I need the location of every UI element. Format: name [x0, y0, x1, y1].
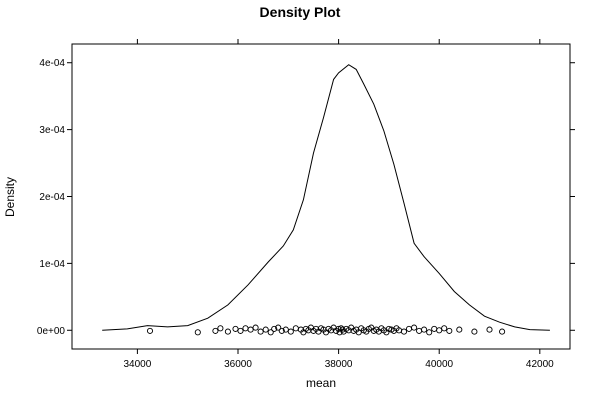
y-axis-label: Density — [3, 177, 17, 217]
data-point — [436, 327, 443, 334]
y-tick-label: 0e+00 — [37, 326, 66, 337]
data-point — [421, 326, 428, 333]
data-point — [456, 326, 463, 333]
data-point — [237, 327, 244, 334]
x-tick-label: 38000 — [325, 359, 353, 370]
data-point — [257, 328, 264, 335]
data-point — [282, 326, 289, 333]
y-tick-label: 4e-04 — [39, 58, 65, 69]
data-point — [232, 325, 239, 332]
data-point — [411, 324, 418, 331]
y-tick-label: 2e-04 — [39, 192, 65, 203]
data-point — [278, 327, 285, 334]
plot-frame — [71, 43, 571, 350]
data-point — [416, 327, 423, 334]
data-point — [224, 328, 231, 335]
y-tick-label: 3e-04 — [39, 125, 65, 136]
density-curve — [102, 64, 550, 331]
data-point — [400, 328, 408, 335]
data-point — [385, 325, 392, 332]
data-point — [405, 325, 413, 332]
data-point — [441, 325, 448, 332]
data-point — [262, 326, 269, 333]
x-tick-label: 34000 — [123, 359, 151, 370]
data-point — [217, 325, 224, 332]
y-tick-label: 1e-04 — [39, 259, 65, 270]
data-point — [471, 328, 478, 335]
data-point — [242, 325, 249, 332]
data-point — [292, 325, 299, 332]
x-axis: 34000 36000 38000 40000 42000 — [123, 39, 554, 370]
data-point — [335, 325, 342, 332]
data-point — [212, 327, 219, 334]
data-point — [146, 327, 154, 334]
data-point — [446, 327, 453, 334]
data-point — [275, 324, 282, 331]
data-point — [247, 326, 254, 333]
x-tick-label: 36000 — [224, 359, 252, 370]
data-point — [499, 328, 506, 335]
x-tick-label: 42000 — [526, 359, 554, 370]
data-point — [252, 324, 259, 331]
x-axis-label: mean — [306, 376, 336, 390]
data-point — [271, 325, 278, 332]
data-point — [287, 328, 294, 335]
chart-title: Density Plot — [260, 4, 341, 20]
y-axis: 0e+00 1e-04 2e-04 3e-04 4e-04 — [37, 58, 575, 337]
data-point — [426, 329, 433, 336]
data-point — [431, 325, 438, 332]
data-point — [267, 329, 274, 336]
x-tick-label: 40000 — [425, 359, 453, 370]
rug-points — [146, 324, 506, 336]
data-point — [194, 329, 201, 336]
data-point — [486, 326, 493, 333]
